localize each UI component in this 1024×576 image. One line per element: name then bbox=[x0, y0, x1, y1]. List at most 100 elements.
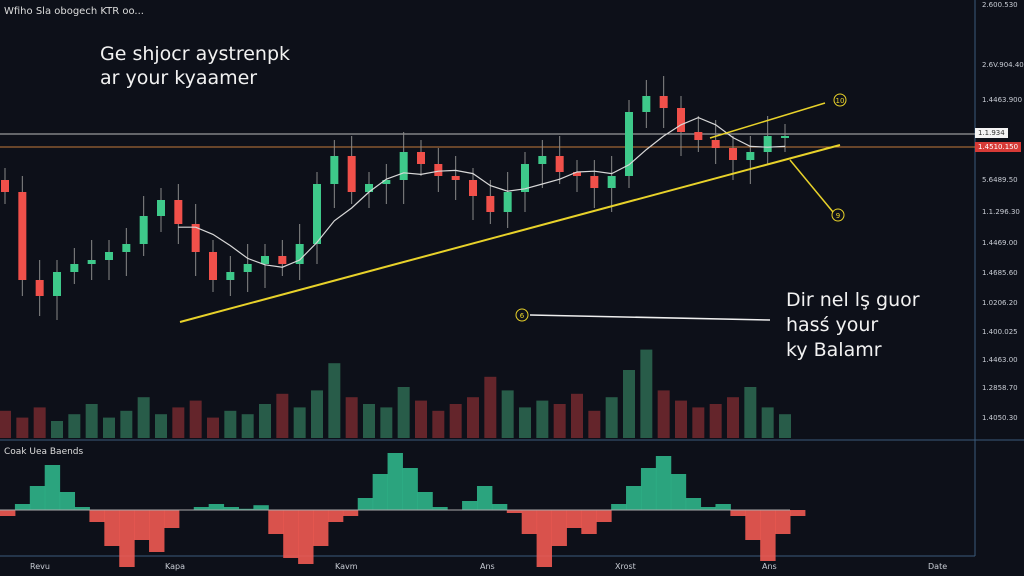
candle-body bbox=[35, 280, 44, 296]
oscillator-bar bbox=[372, 474, 389, 510]
volume-bar bbox=[709, 404, 722, 438]
marker-label: 6 bbox=[520, 312, 525, 320]
oscillator-bar bbox=[670, 474, 687, 510]
y-tick-label: 2.6V.904.40 bbox=[982, 61, 1024, 69]
oscillator-bar bbox=[506, 510, 523, 513]
volume-bar bbox=[155, 414, 167, 438]
volume-bar bbox=[293, 407, 306, 438]
volume-bar bbox=[675, 400, 687, 438]
oscillator-bar bbox=[745, 510, 761, 540]
candle-body bbox=[347, 156, 356, 192]
y-tick-label: 1.4469.00 bbox=[982, 239, 1018, 247]
oscillator-bar bbox=[268, 510, 284, 534]
volume-bar bbox=[259, 404, 271, 438]
x-tick-label: Ans bbox=[480, 562, 495, 571]
y-tick-label: 1.2858.70 bbox=[982, 384, 1018, 392]
oscillator-bar bbox=[44, 465, 61, 510]
y-tick-label: 1.4463.00 bbox=[982, 356, 1018, 364]
candle-body bbox=[469, 180, 477, 196]
headline: Ge shjocr aystrenpk ar your kyaamer bbox=[100, 42, 290, 90]
oscillator-bar bbox=[163, 510, 180, 528]
volume-bar bbox=[380, 407, 393, 438]
volume-bar bbox=[241, 414, 254, 438]
marker-label: 10 bbox=[836, 97, 845, 105]
annotation-line: hasś your bbox=[786, 314, 879, 336]
volume-bar bbox=[397, 387, 410, 438]
candle-body bbox=[226, 272, 235, 280]
oscillator-bar bbox=[700, 507, 716, 510]
oscillator-bar bbox=[119, 510, 135, 567]
candle-body bbox=[746, 152, 755, 160]
oscillator-bar bbox=[402, 468, 418, 510]
oscillator-bar bbox=[760, 510, 776, 561]
volume-bar bbox=[68, 414, 81, 438]
oscillator-bar bbox=[14, 504, 31, 510]
oscillator-bar bbox=[640, 468, 657, 510]
volume-bar bbox=[103, 417, 115, 438]
candle-body bbox=[521, 164, 529, 192]
candle-body bbox=[139, 216, 148, 244]
volume-bar bbox=[207, 417, 219, 438]
candle-body bbox=[105, 252, 113, 260]
candle-body bbox=[174, 200, 183, 224]
oscillator-bar bbox=[208, 504, 225, 510]
arrow-down bbox=[789, 159, 834, 213]
y-tick-label: 1.1.296.30 bbox=[982, 208, 1020, 216]
trendline bbox=[179, 144, 841, 323]
oscillator-bar bbox=[283, 510, 299, 558]
oscillator-bar bbox=[89, 510, 105, 522]
oscillator-bar bbox=[551, 510, 567, 546]
oscillator-label: Coak Uea Baends bbox=[4, 447, 84, 457]
price-tag-red: 1.4510.150 bbox=[975, 142, 1022, 152]
oscillator-bar bbox=[775, 510, 791, 534]
candle-body bbox=[382, 180, 391, 184]
candle-body bbox=[261, 256, 269, 264]
annotation-line: Dir nel lş guor bbox=[786, 289, 920, 311]
y-tick-label: 1.400.025 bbox=[982, 328, 1018, 336]
volume-bar bbox=[0, 410, 11, 438]
oscillator-bar bbox=[223, 507, 239, 510]
chart-title: Wfiho Sla obogech KTR oo... bbox=[4, 6, 144, 17]
headline-line: Ge shjocr aystrenpk bbox=[100, 43, 291, 65]
marker-circle bbox=[833, 93, 847, 107]
headline-line: ar your kyaamer bbox=[100, 67, 258, 89]
pointer-line bbox=[529, 314, 771, 321]
volume-bar bbox=[415, 400, 427, 438]
oscillator-bar bbox=[715, 504, 731, 510]
candle-body bbox=[538, 156, 547, 164]
candle-body bbox=[243, 264, 252, 272]
candle-body bbox=[659, 96, 668, 108]
volume-bar bbox=[189, 400, 202, 438]
volume-bar bbox=[484, 376, 497, 438]
oscillator-bar bbox=[581, 510, 597, 534]
candle-body bbox=[278, 256, 287, 264]
annotation-line: ky Balamr bbox=[786, 339, 882, 361]
candle-body bbox=[122, 244, 131, 252]
candle-body bbox=[295, 244, 304, 264]
marker-label: 9 bbox=[836, 212, 840, 220]
y-tick-label: 1.0206.20 bbox=[982, 299, 1018, 307]
annotation-note: Dir nel lş guor hasś your ky Balamr bbox=[786, 288, 920, 363]
oscillator-bar bbox=[790, 510, 806, 516]
candle-body bbox=[642, 96, 651, 112]
oscillator-bar bbox=[253, 505, 269, 510]
candle-body bbox=[70, 264, 79, 272]
candle-body bbox=[763, 136, 772, 152]
volume-bar bbox=[345, 397, 358, 438]
candle-body bbox=[1, 180, 9, 192]
volume-bar bbox=[432, 410, 445, 438]
volume-bar bbox=[588, 410, 601, 438]
x-tick-label: Date bbox=[928, 562, 948, 571]
volume-bar bbox=[363, 404, 375, 438]
oscillator-bar bbox=[238, 508, 254, 510]
y-tick-label: 5.6489.50 bbox=[982, 176, 1018, 184]
oscillator-bar bbox=[327, 510, 344, 522]
oscillator-bar bbox=[521, 510, 538, 534]
candle-body bbox=[781, 136, 789, 138]
oscillator-bar bbox=[59, 492, 76, 510]
oscillator-bar bbox=[74, 507, 90, 510]
y-tick-label: 2.600.530 bbox=[982, 1, 1018, 9]
oscillator-bar bbox=[149, 510, 165, 552]
candle-body bbox=[729, 148, 737, 160]
